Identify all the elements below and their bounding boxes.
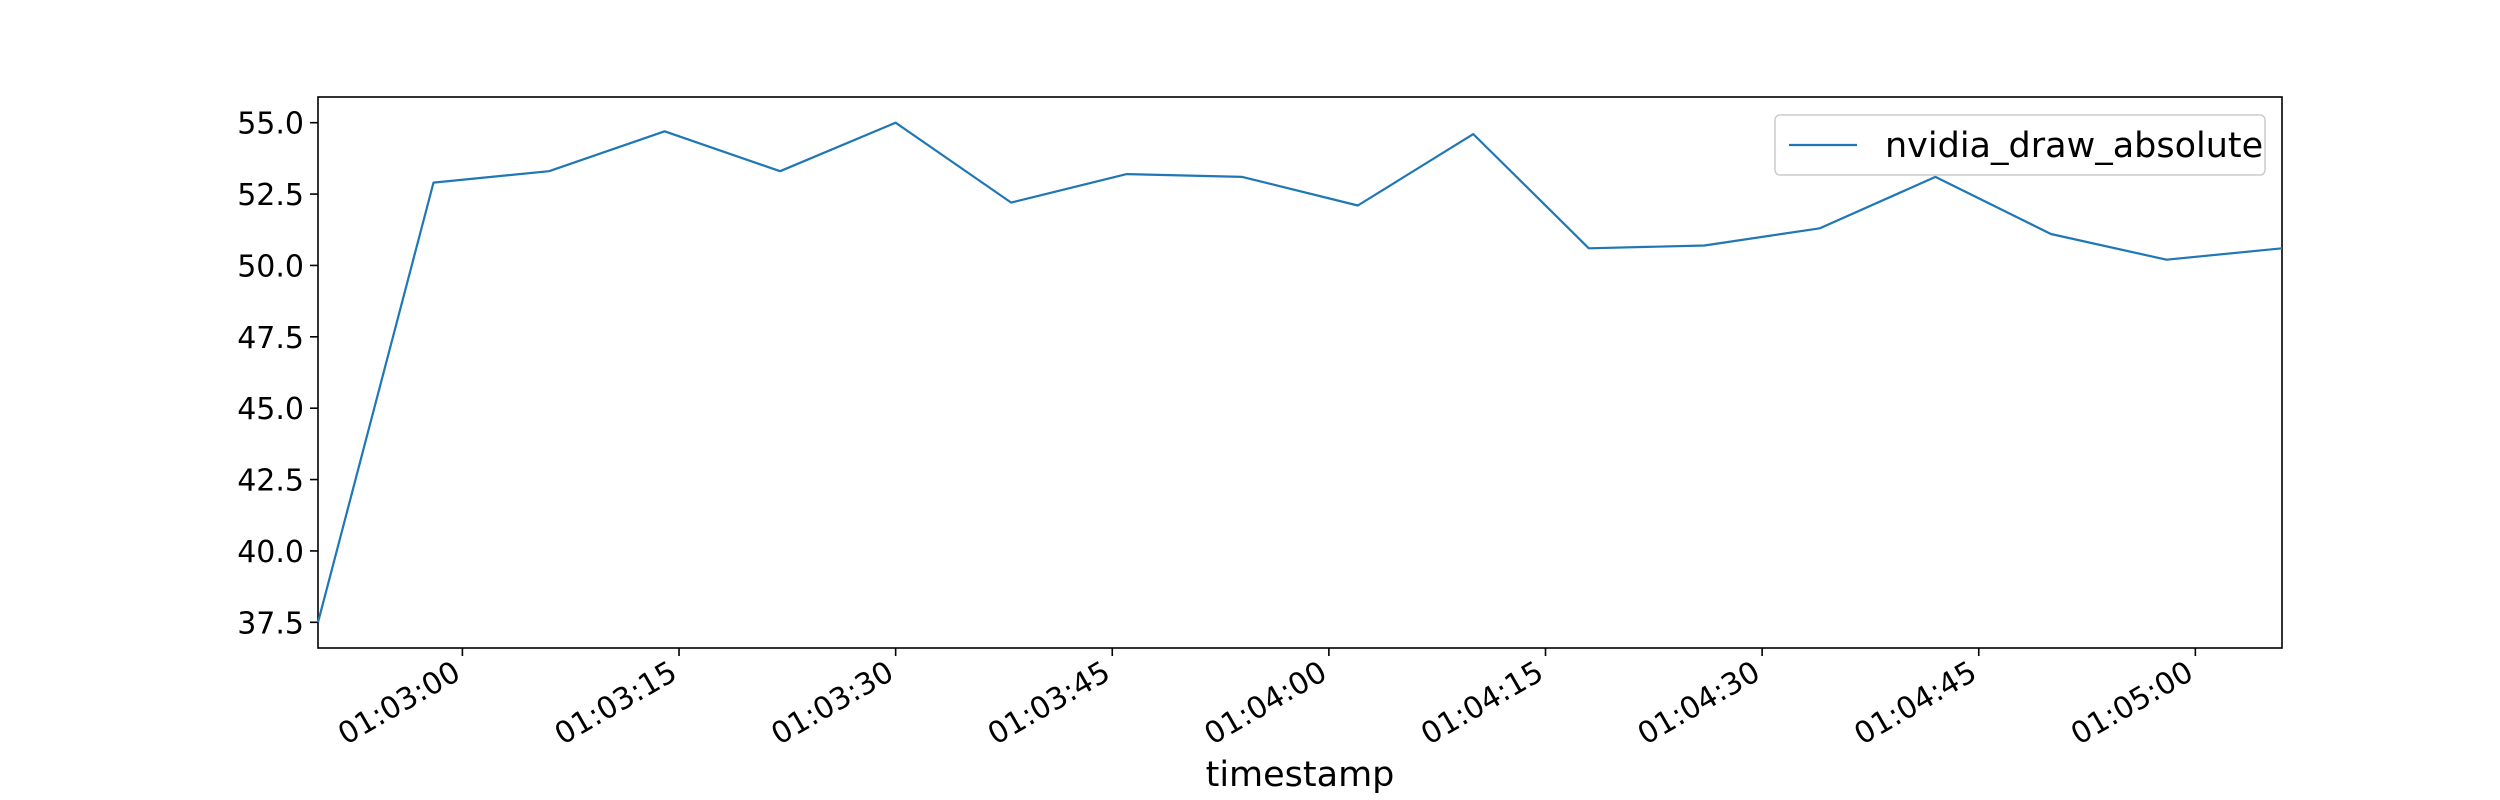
x-tick-label: 01:03:45 [982,655,1116,753]
y-tick-label: 45.0 [237,392,304,427]
x-tick-label: 01:03:00 [332,655,466,753]
x-tick-label: 01:04:45 [1849,655,1983,753]
x-tick-label: 01:04:30 [1632,655,1766,753]
y-axis: 37.5 40.0 42.5 45.0 47.5 50.0 52.5 55.0 [237,107,318,641]
legend: nvidia_draw_absolute [1774,114,2266,176]
x-tick-label: 01:04:00 [1199,655,1333,753]
y-tick-label: 55.0 [237,107,304,142]
y-tick-label: 52.5 [237,178,304,213]
x-tick-label: 01:03:15 [549,655,683,753]
x-axis-title: timestamp [1206,755,1395,795]
y-tick-label: 50.0 [237,249,304,284]
legend-label: nvidia_draw_absolute [1885,126,2263,166]
x-tick-label: 01:03:30 [765,655,899,753]
legend-box [1774,114,2266,176]
y-tick-label: 37.5 [237,606,304,641]
y-tick-label: 42.5 [237,464,304,499]
plot-frame [317,96,2283,649]
x-tick-label: 01:04:15 [1415,655,1549,753]
x-tick-label: 01:05:00 [2065,655,2199,753]
series-layer [316,121,2283,623]
plot-area [317,96,2283,649]
series-line-nvidia_draw_absolute [316,121,2283,623]
y-tick-label: 40.0 [237,535,304,570]
y-tick-label: 47.5 [237,321,304,356]
x-axis: 01:03:00 01:03:15 01:03:30 01:03:45 01:04:00… [332,648,2199,752]
